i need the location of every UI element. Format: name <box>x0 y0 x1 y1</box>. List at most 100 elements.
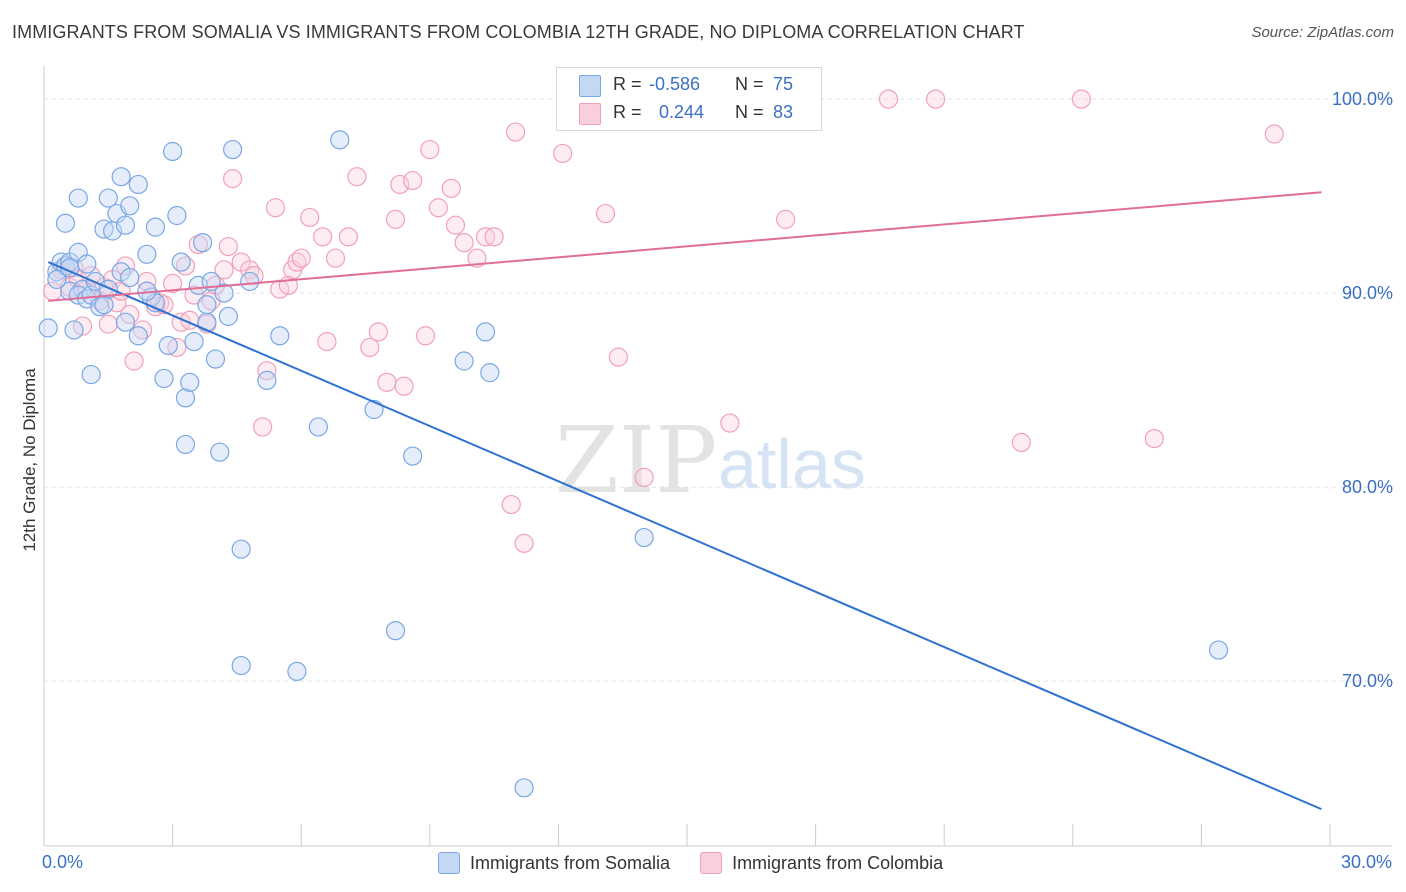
somalia-point-48 <box>210 442 230 462</box>
colombia-point-71 <box>553 143 573 164</box>
somalia-point-3 <box>55 213 76 233</box>
somalia-point-24 <box>120 196 140 216</box>
somalia-point-22 <box>111 167 131 187</box>
stats-legend: R = -0.586 N = 75 R = 0.244 N = 83 <box>556 67 822 131</box>
r-value-somalia: -0.586 <box>649 74 701 94</box>
colombia-point-27 <box>184 285 204 305</box>
r-label-somalia: R = <box>613 74 642 94</box>
somalia-point-74 <box>120 267 140 288</box>
colombia-point-62 <box>441 178 461 198</box>
somalia-point-69 <box>47 269 67 290</box>
colombia-point-75 <box>720 413 740 433</box>
y-axis-label: 12th Grade, No Diploma <box>20 368 39 552</box>
somalia-point-56 <box>270 326 290 346</box>
somalia-point-54 <box>240 271 260 292</box>
colombia-point-51 <box>347 167 367 187</box>
colombia-point-68 <box>501 494 521 515</box>
somalia-point-25 <box>128 174 148 195</box>
watermark-zip: ZIP <box>555 407 717 514</box>
chart-title: IMMIGRANTS FROM SOMALIA VS IMMIGRANTS FR… <box>12 22 1025 42</box>
colombia-point-54 <box>377 372 397 392</box>
watermark-atlas: atlas <box>718 425 866 503</box>
y-tick-label-70: 70.0% <box>1342 671 1393 691</box>
somalia-point-37 <box>171 252 191 272</box>
somalia-point-68 <box>1208 640 1229 660</box>
y-tick-labels: 100.0% 90.0% 80.0% 70.0% <box>1332 89 1393 691</box>
colombia-point-81 <box>1011 432 1031 453</box>
colombia-point-76 <box>775 209 796 229</box>
source-label: Source: ZipAtlas.com <box>1251 24 1394 41</box>
colombia-point-50 <box>338 227 358 247</box>
colombia-point-46 <box>300 207 320 228</box>
swatch-somalia <box>579 75 601 97</box>
colombia-point-45 <box>291 248 311 268</box>
colombia-point-70 <box>514 533 534 553</box>
somalia-trend-line <box>47 261 1322 811</box>
colombia-point-69 <box>505 122 526 142</box>
somalia-point-50 <box>218 306 238 326</box>
somalia-point-47 <box>205 349 226 369</box>
somalia-point-52 <box>231 539 251 559</box>
colombia-point-48 <box>317 332 337 352</box>
colombia-point-60 <box>420 139 440 160</box>
somalia-point-55 <box>257 370 277 390</box>
n-label-colombia: N = <box>735 102 764 122</box>
colombia-point-32 <box>214 260 234 280</box>
colombia-point-79 <box>1071 89 1091 109</box>
colombia-point-33 <box>218 236 238 257</box>
colombia-point-58 <box>403 170 423 191</box>
somalia-point-34 <box>158 335 178 356</box>
somalia-point-65 <box>480 363 500 383</box>
colombia-point-80 <box>1264 124 1284 144</box>
somalia-point-59 <box>330 130 350 150</box>
colombia-point-59 <box>415 326 436 346</box>
somalia-point-38 <box>175 434 196 455</box>
colombia-point-64 <box>454 233 474 253</box>
colombia-point-56 <box>390 174 410 195</box>
y-tick-label-100: 100.0% <box>1332 89 1393 109</box>
somalia-point-70 <box>98 279 118 299</box>
colombia-point-52 <box>360 337 380 358</box>
colombia-point-47 <box>313 227 333 247</box>
somalia-point-49 <box>214 283 234 303</box>
somalia-point-63 <box>454 351 474 371</box>
gridlines <box>44 98 1392 682</box>
somalia-point-45 <box>197 295 217 315</box>
colombia-point-55 <box>385 209 406 229</box>
colombia-point-78 <box>926 89 946 109</box>
somalia-point-66 <box>514 778 534 798</box>
somalia-point-23 <box>115 215 136 235</box>
somalia-point-27 <box>115 312 136 332</box>
r-value-colombia: 0.244 <box>659 102 705 122</box>
somalia-point-61 <box>385 621 406 641</box>
watermark: ZIP atlas <box>555 407 866 514</box>
somalia-point-28 <box>128 326 148 346</box>
colombia-point-40 <box>265 198 286 218</box>
somalia-point-42 <box>188 275 208 295</box>
legend-item-somalia: Immigrants from Somalia <box>438 852 670 874</box>
colombia-point-22 <box>163 273 183 293</box>
somalia-point-57 <box>287 661 307 682</box>
colombia-point-63 <box>445 215 466 235</box>
series-somalia-points <box>38 130 1229 798</box>
y-tick-label-90: 90.0% <box>1342 283 1393 303</box>
somalia-point-43 <box>193 233 213 253</box>
colombia-point-53 <box>368 322 388 342</box>
swatch-colombia <box>579 103 601 125</box>
somalia-point-60 <box>364 399 384 420</box>
legend-swatch-colombia <box>700 852 723 874</box>
somalia-point-41 <box>184 332 204 352</box>
somalia-point-0 <box>38 318 58 338</box>
colombia-point-72 <box>595 203 616 224</box>
somalia-point-73 <box>77 254 97 274</box>
legend: Immigrants from Somalia Immigrants from … <box>438 852 943 874</box>
somalia-point-64 <box>475 322 496 342</box>
somalia-point-53 <box>231 655 251 676</box>
colombia-point-67 <box>484 227 504 247</box>
legend-label-somalia: Immigrants from Somalia <box>470 852 671 873</box>
legend-swatch-somalia <box>438 852 460 874</box>
series-colombia-points <box>42 89 1284 553</box>
somalia-point-40 <box>180 372 200 392</box>
colombia-point-34 <box>223 169 243 189</box>
colombia-point-39 <box>257 361 277 381</box>
